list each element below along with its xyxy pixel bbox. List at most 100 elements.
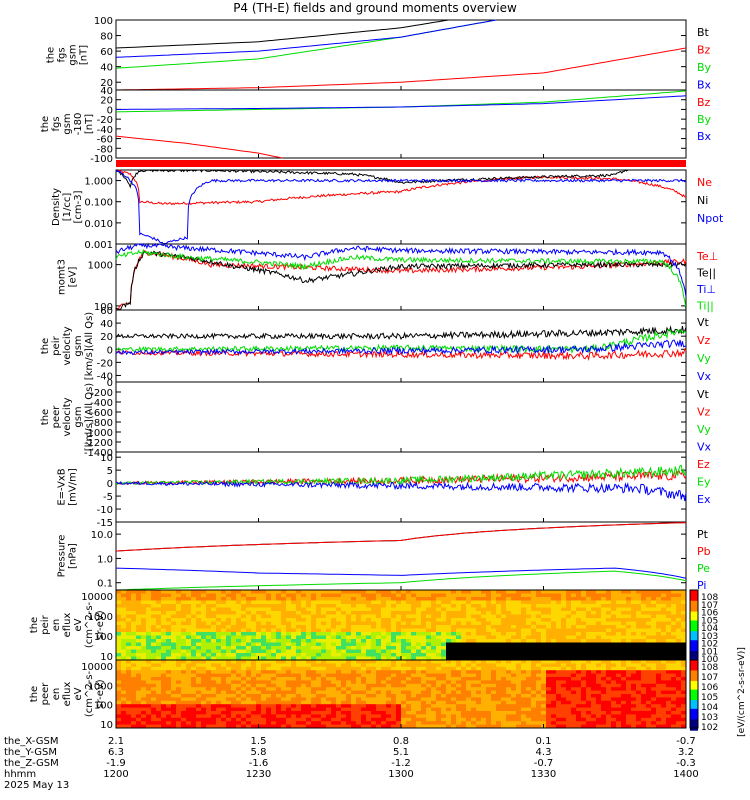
spectrogram-cell <box>291 625 297 629</box>
spectrogram-cell <box>441 611 447 615</box>
spectrogram-cell <box>526 590 532 594</box>
spectrogram-cell <box>116 604 122 608</box>
spectrogram-cell <box>341 632 347 636</box>
spectrogram-cell <box>126 680 132 685</box>
spectrogram-cell <box>396 600 402 605</box>
spectrogram-cell <box>241 704 247 709</box>
spectrogram-cell <box>251 593 257 598</box>
spectrogram-cell <box>176 707 182 712</box>
spectrogram-cell <box>511 625 517 629</box>
spectrogram-cell <box>151 649 157 654</box>
spectrogram-cell <box>621 663 627 668</box>
spectrogram-cell <box>481 711 487 715</box>
spectrogram-cell <box>536 707 542 712</box>
spectrogram-cell <box>556 673 562 678</box>
spectrogram-cell <box>366 632 372 636</box>
spectrogram-cell <box>121 697 127 702</box>
spectrogram-cell <box>266 635 272 640</box>
spectrogram-cell <box>241 625 247 629</box>
spectrogram-cell <box>411 673 417 678</box>
spectrogram-cell <box>656 670 662 675</box>
colorbar-cell <box>690 654 698 658</box>
spectrogram-cell <box>401 670 407 675</box>
spectrogram-cell <box>361 683 367 688</box>
spectrogram-cell <box>221 711 227 715</box>
spectrogram-cell <box>511 677 517 681</box>
spectrogram-cell <box>541 607 547 612</box>
spectrogram-cell <box>536 673 542 678</box>
spectrogram-cell <box>316 597 322 601</box>
spectrogram-cell <box>296 646 302 650</box>
spectrogram-cell <box>431 635 437 640</box>
spectrogram-cell <box>191 717 197 722</box>
spectrogram-cell <box>346 717 352 722</box>
spectrogram-cell <box>386 673 392 678</box>
spectrogram-cell <box>481 704 487 709</box>
spectrogram-cell <box>201 642 207 647</box>
spectrogram-cell <box>421 717 427 722</box>
spectrogram-cell <box>611 666 617 671</box>
spectrogram-cell <box>651 683 657 688</box>
spectrogram-cell <box>201 639 207 643</box>
spectrogram-cell <box>286 618 292 622</box>
colorbar-cell <box>690 696 698 700</box>
spectrogram-cell <box>681 673 687 678</box>
spectrogram-cell <box>311 621 317 626</box>
spectrogram-cell <box>546 593 552 598</box>
spectrogram-cell <box>131 694 137 698</box>
spectrogram-cell <box>571 683 577 688</box>
spectrogram-cell <box>121 593 127 598</box>
spectrogram-cell <box>376 670 382 675</box>
spectrogram-cell <box>426 717 432 722</box>
y-axis-label: [km/s](All Qs) <box>84 312 95 380</box>
spectrogram-cell <box>171 621 177 626</box>
spectrogram-cell <box>536 690 542 695</box>
spectrogram-cell <box>461 639 467 643</box>
spectrogram-cell <box>276 593 282 598</box>
spectrogram-cell <box>481 663 487 668</box>
spectrogram-cell <box>676 666 682 671</box>
spectrogram-cell <box>331 590 337 594</box>
spectrogram-cell <box>146 611 152 615</box>
spectrogram-cell <box>276 653 282 657</box>
spectrogram-cell <box>131 607 137 612</box>
spectrogram-cell <box>501 704 507 709</box>
spectrogram-cell <box>371 677 377 681</box>
spectrogram-cell <box>116 632 122 636</box>
spectrogram-cell <box>571 673 577 678</box>
spectrogram-cell <box>441 607 447 612</box>
spectrogram-cell <box>291 632 297 636</box>
spectrogram-cell <box>511 663 517 668</box>
spectrogram-cell <box>296 632 302 636</box>
spectrogram-cell <box>651 600 657 605</box>
spectrogram-cell <box>671 673 677 678</box>
spectrogram-cell <box>256 614 262 619</box>
spectrogram-cell <box>121 607 127 612</box>
spectrogram-cell <box>401 714 407 719</box>
spectrogram-cell <box>381 724 387 729</box>
spectrogram-cell <box>331 721 337 726</box>
spectrogram-cell <box>256 625 262 629</box>
spectrogram-cell <box>391 618 397 622</box>
spectrogram-cell <box>296 673 302 678</box>
spectrogram-cell <box>431 690 437 695</box>
spectrogram-cell <box>391 593 397 598</box>
spectrogram-cell <box>306 690 312 695</box>
spectrogram-cell <box>136 593 142 598</box>
spectrogram-cell <box>586 711 592 715</box>
spectrogram-cell <box>366 653 372 657</box>
spectrogram-cell <box>171 704 177 709</box>
spectrogram-cell <box>206 721 212 726</box>
spectrogram-cell <box>206 649 212 654</box>
spectrogram-cell <box>626 632 632 636</box>
spectrogram-cell <box>671 600 677 605</box>
series-Ey <box>115 464 687 486</box>
spectrogram-cell <box>671 611 677 615</box>
spectrogram-cell <box>501 690 507 695</box>
spectrogram-cell <box>166 707 172 712</box>
y-tick-label: 10 <box>100 453 113 464</box>
spectrogram-cell <box>316 607 322 612</box>
spectrogram-cell <box>181 680 187 685</box>
spectrogram-cell <box>566 600 572 605</box>
y-tick-label: 80 <box>100 32 113 43</box>
